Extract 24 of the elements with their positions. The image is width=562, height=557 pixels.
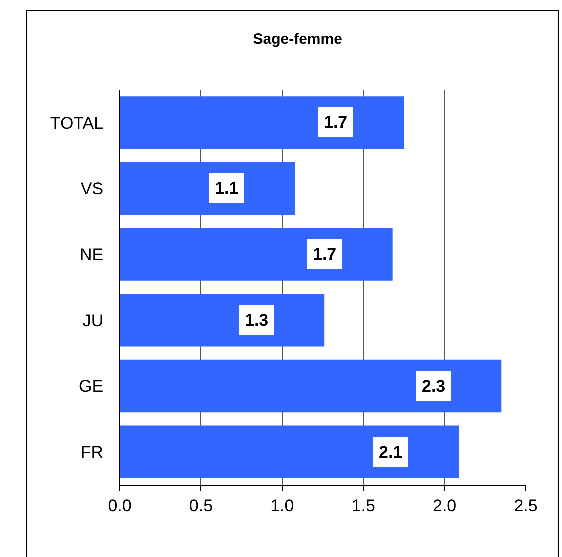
x-tick-label: 2.0 xyxy=(432,496,457,516)
y-tick-label: FR xyxy=(80,443,104,462)
x-tick-label: 2.5 xyxy=(514,496,538,516)
x-tick-label: 1.5 xyxy=(352,496,376,516)
bar xyxy=(120,96,404,150)
data-label: 1.3 xyxy=(245,311,269,330)
data-label: 1.1 xyxy=(215,179,239,198)
y-tick-label: NE xyxy=(80,246,104,265)
bar xyxy=(120,360,502,413)
x-tick-label: 0.5 xyxy=(189,496,214,516)
y-tick-label: TOTAL xyxy=(50,114,104,133)
bar xyxy=(120,426,460,478)
y-tick-label: VS xyxy=(80,180,104,199)
bar xyxy=(120,294,325,347)
data-label: 2.3 xyxy=(422,377,446,396)
y-tick-label: GE xyxy=(79,377,104,396)
data-label: 2.1 xyxy=(379,443,403,462)
chart-title: Sage-femme xyxy=(253,31,342,48)
y-tick-label: JU xyxy=(82,311,104,330)
x-tick-label: 0.0 xyxy=(108,496,132,516)
bar xyxy=(120,228,393,281)
data-label: 1.7 xyxy=(313,245,337,264)
x-tick-label: 1.0 xyxy=(270,496,294,516)
data-label: 1.7 xyxy=(324,113,348,132)
